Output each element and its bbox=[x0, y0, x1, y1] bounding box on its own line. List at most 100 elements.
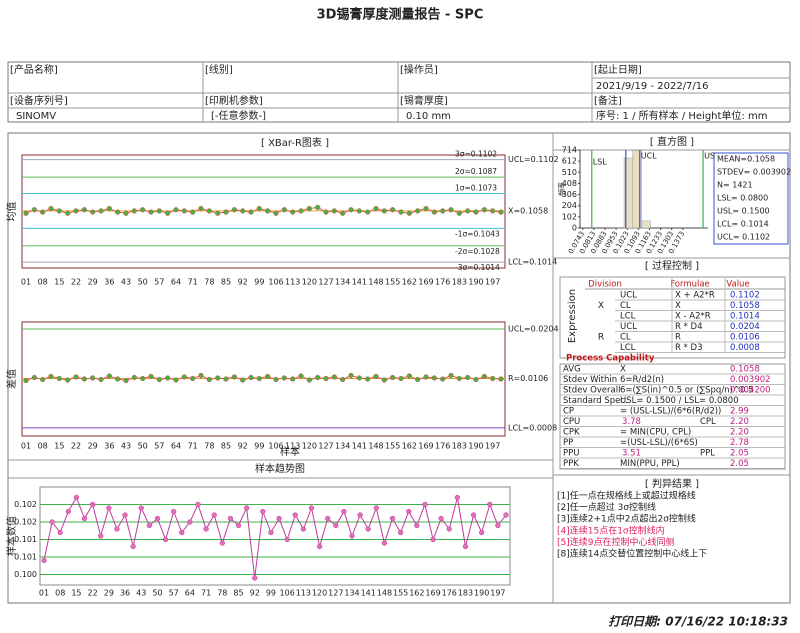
data-point bbox=[56, 208, 62, 214]
data-point bbox=[315, 374, 321, 381]
data-point bbox=[173, 377, 179, 383]
data-point bbox=[323, 375, 329, 382]
data-point bbox=[398, 209, 404, 215]
capability-cell: 2.20 bbox=[730, 428, 749, 438]
data-point bbox=[298, 373, 304, 379]
capability-cell: Standard Spec. bbox=[563, 396, 628, 406]
x-tick-label: 141 bbox=[361, 589, 376, 598]
x-tick-label: 50 bbox=[152, 589, 162, 598]
data-point bbox=[227, 515, 234, 522]
data-point bbox=[448, 372, 454, 379]
data-point bbox=[198, 205, 204, 212]
x-tick-label: 106 bbox=[268, 278, 283, 287]
series-line bbox=[25, 206, 502, 214]
data-point bbox=[448, 207, 454, 213]
capability-cell: 6=(∑S(in)^0.5 or (∑Spq/n)^0.5 bbox=[620, 386, 754, 396]
expression-label: Expression bbox=[567, 289, 578, 343]
x-tick-label: 113 bbox=[285, 442, 300, 451]
data-point bbox=[190, 209, 196, 215]
control-side-label: LCL=0.1014 bbox=[508, 258, 557, 267]
x-tick-label: 99 bbox=[254, 278, 264, 287]
reference-label: US bbox=[704, 152, 715, 161]
capability-cell: 2.20 bbox=[730, 417, 749, 427]
x-tick-label: 197 bbox=[485, 278, 500, 287]
data-point bbox=[348, 372, 354, 379]
data-point bbox=[438, 515, 444, 522]
print-date: 打印日期: 07/16/22 10:18:33 bbox=[608, 615, 788, 629]
data-point bbox=[415, 376, 421, 383]
data-point bbox=[123, 210, 129, 216]
data-point bbox=[165, 375, 171, 381]
data-point bbox=[195, 501, 201, 508]
data-point bbox=[148, 209, 154, 215]
data-point bbox=[156, 208, 162, 214]
control-label: -3σ=0.1014 bbox=[455, 263, 500, 272]
y-tick-label: 0 bbox=[572, 224, 577, 233]
data-point bbox=[481, 207, 487, 213]
x-tick-label: 57 bbox=[154, 278, 164, 287]
data-point bbox=[206, 208, 212, 214]
x-tick-label: 22 bbox=[88, 589, 98, 598]
y-tick-label: 612 bbox=[562, 157, 577, 166]
x-tick-label: 183 bbox=[452, 442, 467, 451]
capability-cell: 2.99 bbox=[730, 407, 749, 417]
capability-box bbox=[559, 363, 786, 470]
data-point bbox=[406, 508, 412, 515]
x-tick-label: 08 bbox=[38, 442, 48, 451]
data-point bbox=[422, 501, 428, 508]
data-point bbox=[298, 208, 304, 214]
limit-label: CL bbox=[620, 301, 631, 311]
data-point bbox=[65, 210, 71, 216]
data-point bbox=[390, 207, 396, 213]
header-table bbox=[7, 61, 791, 123]
rule-item: [4]连续15点在1σ控制线内 bbox=[557, 524, 665, 536]
stat-line: USL= 0.1500 bbox=[717, 207, 770, 216]
capability-cell: 6=R/d2(n) bbox=[620, 375, 664, 385]
x-tick-label: 36 bbox=[120, 589, 130, 598]
data-point bbox=[73, 208, 79, 214]
data-point bbox=[171, 508, 177, 515]
data-point bbox=[316, 543, 323, 550]
control-side-label: X=0.1058 bbox=[508, 206, 548, 215]
data-point bbox=[106, 373, 112, 379]
capability-title: Process Capability bbox=[566, 354, 655, 364]
data-point bbox=[90, 375, 96, 381]
x-tick-label: 22 bbox=[71, 278, 81, 287]
data-point bbox=[181, 208, 187, 214]
formula: R bbox=[675, 333, 681, 343]
x-tick-label: 155 bbox=[385, 278, 400, 287]
data-point bbox=[223, 376, 229, 382]
y-tick-label: 714 bbox=[562, 146, 577, 155]
data-point bbox=[131, 208, 137, 214]
data-point bbox=[243, 505, 250, 511]
data-point bbox=[260, 508, 266, 515]
x-tick-label: 169 bbox=[425, 589, 440, 598]
x-tick-label: 134 bbox=[335, 442, 350, 451]
capability-cell: X bbox=[620, 365, 626, 375]
capability-cell: 2.05 bbox=[730, 459, 749, 469]
stat-line: UCL= 0.1102 bbox=[717, 233, 770, 242]
limit-label: UCL bbox=[620, 322, 637, 332]
data-point bbox=[406, 210, 412, 216]
value: 0.1102 bbox=[730, 291, 760, 301]
x-tick-label: 08 bbox=[55, 589, 65, 598]
data-point bbox=[348, 207, 354, 213]
data-point bbox=[273, 210, 279, 216]
data-point bbox=[57, 529, 63, 536]
data-point bbox=[31, 374, 37, 381]
control-label: 1σ=0.1073 bbox=[455, 183, 497, 192]
x-tick-label: 71 bbox=[188, 442, 198, 451]
data-point bbox=[146, 522, 153, 529]
limit-label: LCL bbox=[620, 343, 636, 353]
data-point bbox=[373, 505, 379, 511]
stat-line: LCL= 0.1014 bbox=[717, 220, 769, 229]
capability-cell: 3.78 bbox=[622, 417, 641, 427]
data-point bbox=[40, 209, 46, 215]
data-point bbox=[40, 376, 46, 383]
x-tick-label: 43 bbox=[121, 442, 131, 451]
x-tick-label: 85 bbox=[221, 278, 231, 287]
control-side-label: LCL=0.0008 bbox=[508, 423, 557, 432]
data-point bbox=[431, 209, 437, 215]
data-point bbox=[462, 543, 469, 550]
y-tick-label: 0.101 bbox=[14, 553, 37, 562]
